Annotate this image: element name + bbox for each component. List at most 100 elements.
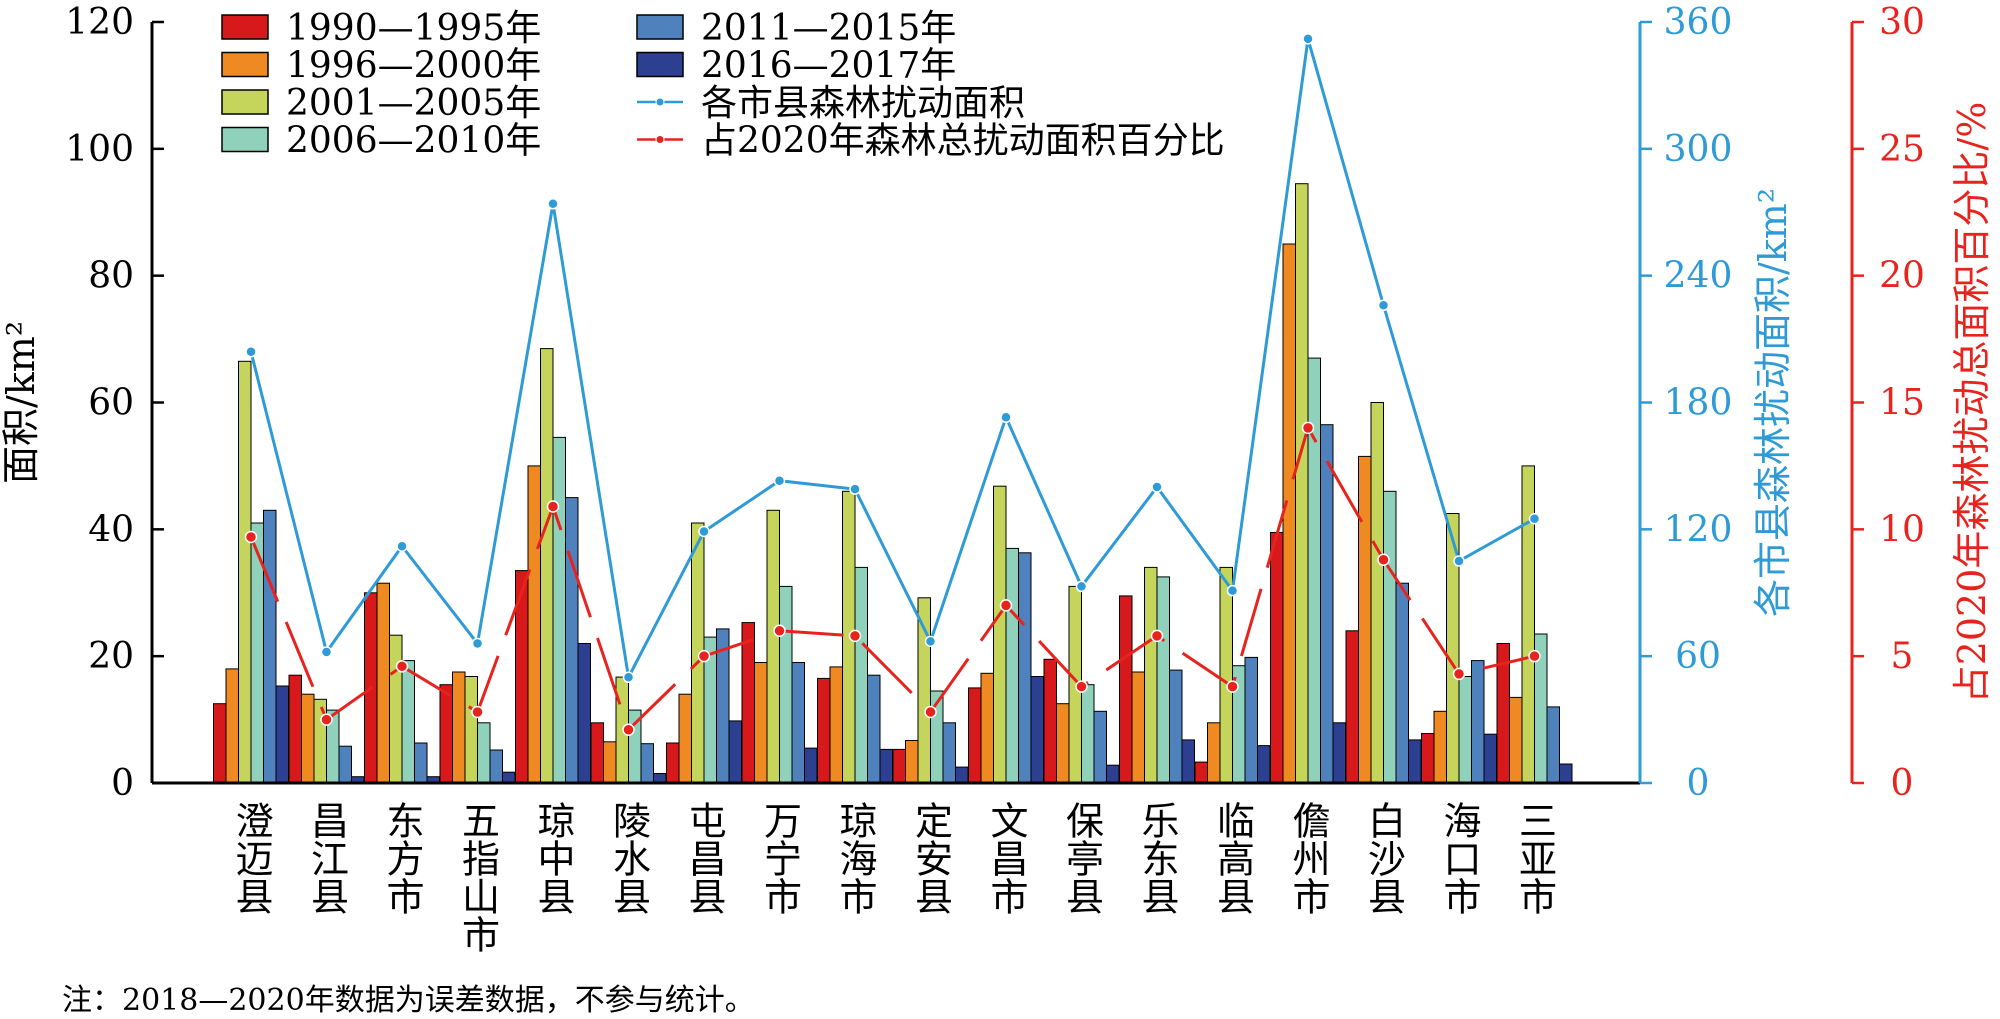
bar: [1106, 764, 1120, 784]
right-tick-label: 180: [1664, 383, 1733, 424]
legend-label: 2011—2015年: [701, 8, 956, 49]
legend-label: 2001—2005年: [286, 83, 541, 124]
category-label: 乐东县: [1135, 801, 1179, 915]
point-forest-disturbance-area: [1226, 584, 1239, 597]
legend-label: 占2020年森林总扰动面积百分比: [701, 121, 1225, 162]
bar: [288, 674, 302, 784]
bar: [1219, 566, 1233, 784]
bar: [905, 740, 919, 784]
bar: [1483, 733, 1497, 784]
category-label: 陵水县: [607, 801, 651, 915]
bar: [1471, 660, 1485, 784]
bar: [678, 693, 692, 784]
bar: [452, 671, 466, 784]
point-percent-of-total: [773, 624, 786, 638]
category-label: 屯昌县: [682, 801, 726, 915]
point-forest-disturbance-area: [471, 637, 484, 650]
legend-line-marker: [655, 135, 665, 144]
point-percent-of-total: [320, 713, 333, 726]
right-tick-label: 240: [1664, 256, 1733, 297]
bar: [942, 722, 956, 784]
bar: [1131, 671, 1145, 784]
point-forest-disturbance-area: [1377, 299, 1390, 312]
point-percent-of-total: [546, 500, 560, 513]
left-tick-label: 40: [88, 509, 134, 550]
bar: [1144, 566, 1158, 784]
category-label: 儋州市: [1286, 801, 1330, 915]
outer-right-tick-label: 30: [1879, 2, 1925, 43]
bar: [376, 582, 390, 784]
point-percent-of-total: [1528, 649, 1541, 663]
bar: [640, 743, 654, 784]
legend-swatch: [221, 51, 269, 78]
bar: [1005, 547, 1019, 784]
legend-label: 1990—1995年: [286, 8, 541, 49]
point-percent-of-total: [999, 599, 1013, 612]
category-label: 临高县: [1211, 801, 1255, 915]
category-label: 琼海市: [833, 801, 877, 915]
legend-swatch: [636, 14, 684, 40]
bar: [565, 497, 579, 784]
point-percent-of-total: [1150, 629, 1164, 643]
legend-label: 1996—2000年: [286, 46, 541, 87]
bar: [804, 747, 818, 784]
bar: [879, 748, 893, 784]
bar: [1244, 656, 1258, 784]
point-forest-disturbance-area: [1000, 411, 1012, 424]
bar: [527, 465, 541, 784]
bar: [1408, 739, 1422, 784]
right-tick-label: 300: [1664, 129, 1733, 170]
bar: [225, 668, 239, 784]
bar: [741, 622, 755, 784]
legend-swatch: [636, 51, 684, 78]
legend-label: 2016—2017年: [701, 46, 956, 87]
point-forest-disturbance-area: [396, 540, 408, 552]
bar: [603, 741, 617, 784]
bar: [338, 745, 352, 784]
right-tick-label: 120: [1664, 509, 1733, 550]
point-percent-of-total: [622, 723, 635, 736]
outer-right-tick-label: 25: [1879, 129, 1925, 170]
bar: [1270, 532, 1284, 784]
point-percent-of-total: [1452, 667, 1466, 681]
bar: [766, 509, 780, 784]
point-percent-of-total: [471, 705, 484, 719]
bar: [389, 634, 403, 784]
bar: [1307, 357, 1321, 784]
right-tick-label: 360: [1664, 2, 1733, 43]
bar: [1358, 455, 1372, 784]
bar: [1093, 710, 1107, 784]
point-forest-disturbance-area: [924, 635, 937, 648]
bar: [590, 722, 604, 784]
bar: [1320, 424, 1334, 784]
bar: [1509, 696, 1523, 784]
category-label: 昌江县: [305, 801, 349, 915]
bar: [414, 742, 428, 784]
legend-swatch: [221, 89, 269, 115]
point-percent-of-total: [1075, 680, 1088, 693]
right-tick-label: 0: [1687, 763, 1710, 804]
bar: [1081, 684, 1095, 784]
point-forest-disturbance-area: [698, 525, 710, 538]
bar: [829, 666, 843, 784]
outer-right-tick-label: 20: [1879, 256, 1925, 297]
point-forest-disturbance-area: [1453, 555, 1465, 567]
category-label: 澄迈县: [229, 801, 273, 915]
bar: [892, 748, 906, 784]
bar: [577, 643, 591, 784]
category-label: 保亭县: [1060, 801, 1104, 915]
bar: [1458, 676, 1472, 784]
left-axis-title: 面积/km²: [0, 321, 43, 484]
bar: [993, 485, 1007, 784]
bar: [1043, 658, 1057, 784]
bar: [1383, 490, 1397, 784]
point-percent-of-total: [697, 649, 711, 663]
bar: [1421, 733, 1435, 784]
category-label: 五指山市: [456, 801, 500, 953]
outer-right-tick-label: 5: [1891, 636, 1914, 677]
point-forest-disturbance-area: [245, 346, 257, 358]
bar: [666, 742, 680, 784]
bar: [1345, 630, 1359, 784]
footnote: 注：2018—2020年数据为误差数据，不参与统计。: [62, 983, 755, 1018]
category-label: 琼中县: [531, 801, 575, 915]
